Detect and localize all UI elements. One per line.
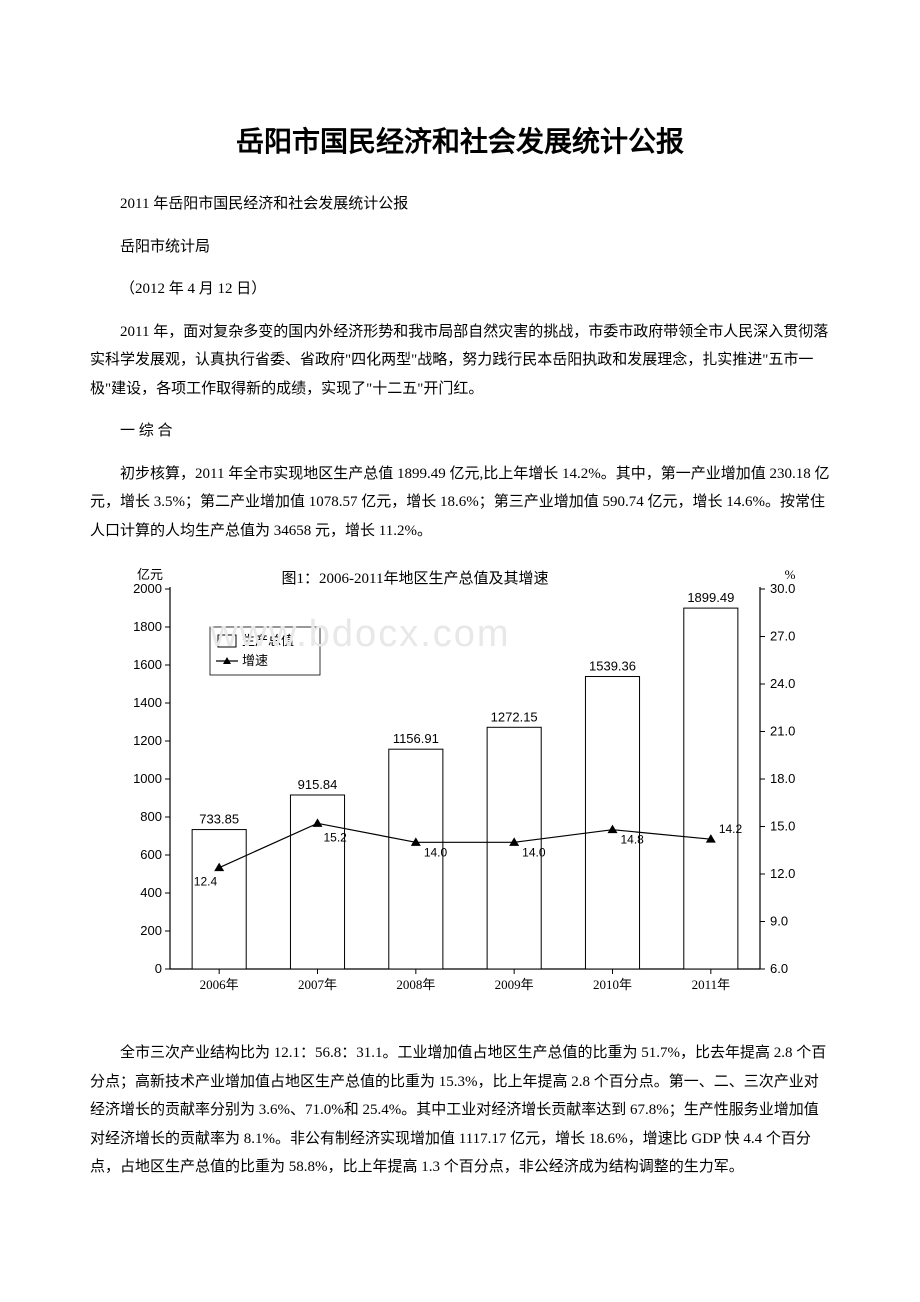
- svg-text:2009年: 2009年: [495, 977, 534, 992]
- svg-text:24.0: 24.0: [770, 676, 795, 691]
- svg-text:2008年: 2008年: [396, 977, 435, 992]
- svg-text:1200: 1200: [133, 733, 162, 748]
- subtitle-line-2: 岳阳市统计局: [90, 233, 830, 262]
- svg-text:2000: 2000: [133, 581, 162, 596]
- svg-text:1156.91: 1156.91: [393, 731, 439, 746]
- svg-text:733.85: 733.85: [199, 812, 239, 827]
- svg-text:2011年: 2011年: [692, 977, 731, 992]
- svg-text:0: 0: [155, 961, 162, 976]
- svg-text:14.8: 14.8: [621, 833, 645, 847]
- svg-text:800: 800: [140, 809, 162, 824]
- subtitle-line-3: （2012 年 4 月 12 日）: [90, 275, 830, 304]
- svg-text:1000: 1000: [133, 771, 162, 786]
- svg-text:400: 400: [140, 885, 162, 900]
- svg-text:%: %: [785, 567, 796, 582]
- svg-text:21.0: 21.0: [770, 724, 795, 739]
- gdp-chart: www.bdocx.com 亿元% 图1：2006-2011年地区生产总值及其增速…: [90, 559, 830, 1019]
- svg-text:14.0: 14.0: [522, 845, 546, 859]
- paragraph-2: 初步核算，2011 年全市实现地区生产总值 1899.49 亿元,比上年增长 1…: [90, 460, 830, 546]
- svg-text:15.2: 15.2: [324, 830, 348, 844]
- svg-text:9.0: 9.0: [770, 914, 788, 929]
- svg-text:18.0: 18.0: [770, 771, 795, 786]
- svg-text:2007年: 2007年: [298, 977, 337, 992]
- svg-text:14.0: 14.0: [424, 845, 448, 859]
- svg-text:2006年: 2006年: [200, 977, 239, 992]
- intro-paragraph: 2011 年，面对复杂多变的国内外经济形势和我市局部自然灾害的挑战，市委市政府带…: [90, 318, 830, 404]
- subtitle-line-1: 2011 年岳阳市国民经济和社会发展统计公报: [90, 190, 830, 219]
- svg-text:1539.36: 1539.36: [589, 659, 636, 674]
- svg-text:12.4: 12.4: [194, 875, 218, 889]
- paragraph-3: 全市三次产业结构比为 12.1：56.8：31.1。工业增加值占地区生产总值的比…: [90, 1039, 830, 1182]
- svg-text:1400: 1400: [133, 695, 162, 710]
- svg-text:亿元: 亿元: [137, 567, 163, 582]
- page-title: 岳阳市国民经济和社会发展统计公报: [90, 120, 830, 160]
- svg-text:15.0: 15.0: [770, 819, 795, 834]
- svg-text:2010年: 2010年: [593, 977, 632, 992]
- svg-text:1272.15: 1272.15: [491, 709, 538, 724]
- svg-text:915.84: 915.84: [298, 777, 338, 792]
- svg-text:30.0: 30.0: [770, 581, 795, 596]
- svg-text:6.0: 6.0: [770, 961, 788, 976]
- svg-text:1600: 1600: [133, 657, 162, 672]
- watermark-text: www.bdocx.com: [210, 613, 790, 656]
- svg-text:600: 600: [140, 847, 162, 862]
- svg-text:1800: 1800: [133, 619, 162, 634]
- section-heading-1: 一 综 合: [90, 417, 830, 446]
- svg-text:12.0: 12.0: [770, 866, 795, 881]
- svg-text:200: 200: [140, 923, 162, 938]
- svg-text:1899.49: 1899.49: [687, 590, 734, 605]
- svg-text:图1：2006-2011年地区生产总值及其增速: 图1：2006-2011年地区生产总值及其增速: [282, 570, 549, 587]
- svg-text:14.2: 14.2: [719, 822, 743, 836]
